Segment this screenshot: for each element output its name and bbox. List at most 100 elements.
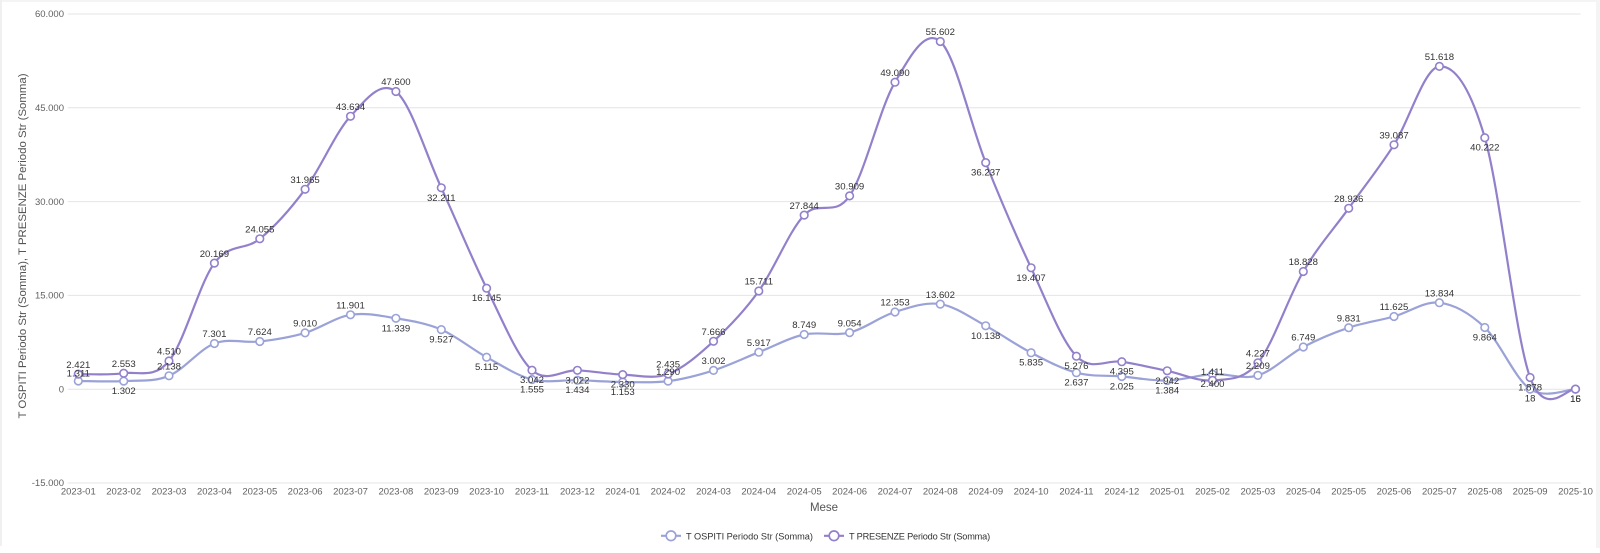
svg-text:2025-04: 2025-04 xyxy=(1286,487,1321,498)
svg-text:15: 15 xyxy=(1570,394,1581,405)
svg-text:2025-06: 2025-06 xyxy=(1377,487,1412,498)
svg-text:13.602: 13.602 xyxy=(926,290,955,301)
svg-text:13.834: 13.834 xyxy=(1425,288,1455,299)
svg-text:2.209: 2.209 xyxy=(1246,361,1270,372)
svg-text:1.302: 1.302 xyxy=(112,386,136,397)
svg-text:2025-03: 2025-03 xyxy=(1240,487,1275,498)
svg-text:24.055: 24.055 xyxy=(245,225,274,236)
svg-text:2024-08: 2024-08 xyxy=(923,487,958,498)
svg-text:1.411: 1.411 xyxy=(1201,367,1224,378)
svg-text:5.276: 5.276 xyxy=(1064,361,1088,372)
svg-text:2024-04: 2024-04 xyxy=(741,487,776,498)
svg-text:11.901: 11.901 xyxy=(336,301,365,312)
svg-text:49.090: 49.090 xyxy=(880,68,909,79)
svg-text:2.942: 2.942 xyxy=(1155,376,1179,387)
svg-text:2025-07: 2025-07 xyxy=(1422,487,1457,498)
svg-text:-15.000: -15.000 xyxy=(32,478,64,489)
svg-text:T PRESENZE Periodo Str (Somma): T PRESENZE Periodo Str (Somma) xyxy=(849,531,990,541)
svg-text:T OSPITI Periodo Str (Somma),: T OSPITI Periodo Str (Somma), T PRESENZE… xyxy=(17,73,29,418)
svg-text:5.917: 5.917 xyxy=(747,338,771,349)
svg-text:10.138: 10.138 xyxy=(971,331,1000,342)
svg-text:1.290: 1.290 xyxy=(656,367,680,378)
svg-text:2024-06: 2024-06 xyxy=(832,487,867,498)
svg-text:2025-08: 2025-08 xyxy=(1467,487,1502,498)
svg-text:1.153: 1.153 xyxy=(611,387,635,398)
svg-text:1.434: 1.434 xyxy=(565,385,590,396)
svg-text:2.553: 2.553 xyxy=(112,359,136,370)
svg-text:55.602: 55.602 xyxy=(926,27,955,38)
svg-text:3.022: 3.022 xyxy=(565,375,589,386)
svg-text:27.844: 27.844 xyxy=(790,201,820,212)
svg-text:2023-07: 2023-07 xyxy=(333,487,368,498)
svg-text:9.831: 9.831 xyxy=(1337,313,1361,324)
svg-text:45.000: 45.000 xyxy=(35,103,64,114)
svg-text:32.211: 32.211 xyxy=(427,193,456,204)
svg-text:9.010: 9.010 xyxy=(293,319,317,330)
svg-text:11.339: 11.339 xyxy=(382,323,411,334)
svg-text:2025-10: 2025-10 xyxy=(1558,487,1593,498)
svg-text:2023-12: 2023-12 xyxy=(560,487,595,498)
svg-text:2025-02: 2025-02 xyxy=(1195,487,1230,498)
svg-text:1.878: 1.878 xyxy=(1518,383,1542,394)
svg-text:30.000: 30.000 xyxy=(35,197,64,208)
svg-text:2023-05: 2023-05 xyxy=(242,487,277,498)
svg-text:2.421: 2.421 xyxy=(66,360,90,371)
svg-text:2.637: 2.637 xyxy=(1064,378,1088,389)
svg-text:2023-08: 2023-08 xyxy=(378,487,413,498)
svg-text:2.330: 2.330 xyxy=(611,380,635,391)
svg-text:2025-01: 2025-01 xyxy=(1150,487,1185,498)
svg-text:20.169: 20.169 xyxy=(200,249,229,260)
svg-text:4.227: 4.227 xyxy=(1246,349,1270,360)
svg-text:1.311: 1.311 xyxy=(67,369,90,380)
svg-text:19.407: 19.407 xyxy=(1016,273,1045,284)
svg-text:7.301: 7.301 xyxy=(202,329,226,340)
svg-text:2024-02: 2024-02 xyxy=(651,487,686,498)
svg-text:3.042: 3.042 xyxy=(520,375,544,386)
svg-text:2025-09: 2025-09 xyxy=(1513,487,1548,498)
svg-text:2023-01: 2023-01 xyxy=(61,487,96,498)
svg-text:2024-12: 2024-12 xyxy=(1104,487,1139,498)
svg-text:2024-01: 2024-01 xyxy=(605,487,640,498)
svg-text:15.711: 15.711 xyxy=(744,277,773,288)
svg-text:2024-10: 2024-10 xyxy=(1014,487,1049,498)
svg-text:28.936: 28.936 xyxy=(1334,194,1363,205)
svg-text:8.749: 8.749 xyxy=(792,320,816,331)
svg-text:2024-07: 2024-07 xyxy=(878,487,913,498)
svg-text:T OSPITI Periodo Str (Somma): T OSPITI Periodo Str (Somma) xyxy=(686,531,813,541)
svg-text:7.666: 7.666 xyxy=(701,327,725,338)
svg-text:11.625: 11.625 xyxy=(1380,302,1409,313)
svg-text:2023-04: 2023-04 xyxy=(197,487,232,498)
svg-text:2.025: 2.025 xyxy=(1110,382,1134,393)
svg-text:1.555: 1.555 xyxy=(520,385,544,396)
svg-text:2024-09: 2024-09 xyxy=(968,487,1003,498)
svg-text:2023-06: 2023-06 xyxy=(288,487,323,498)
svg-text:60.000: 60.000 xyxy=(35,9,64,20)
svg-text:43.634: 43.634 xyxy=(336,102,366,113)
svg-text:16: 16 xyxy=(1570,394,1581,405)
svg-text:2024-05: 2024-05 xyxy=(787,487,822,498)
svg-text:30.909: 30.909 xyxy=(835,182,864,193)
svg-text:18: 18 xyxy=(1525,393,1536,404)
svg-text:9.864: 9.864 xyxy=(1473,333,1498,344)
svg-text:2023-10: 2023-10 xyxy=(469,487,504,498)
svg-text:0: 0 xyxy=(59,384,64,395)
svg-text:2.400: 2.400 xyxy=(1200,379,1224,390)
svg-text:4.395: 4.395 xyxy=(1110,367,1134,378)
svg-text:9.054: 9.054 xyxy=(838,318,863,329)
svg-text:40.222: 40.222 xyxy=(1470,143,1499,154)
svg-text:5.835: 5.835 xyxy=(1019,358,1043,369)
svg-text:2023-02: 2023-02 xyxy=(106,487,141,498)
svg-text:2.435: 2.435 xyxy=(656,360,680,371)
svg-text:7.624: 7.624 xyxy=(248,327,273,338)
svg-text:16.145: 16.145 xyxy=(472,293,501,304)
svg-text:31.965: 31.965 xyxy=(290,175,319,186)
svg-text:5.115: 5.115 xyxy=(475,362,498,373)
svg-text:18.828: 18.828 xyxy=(1289,257,1318,268)
svg-text:2024-11: 2024-11 xyxy=(1059,487,1093,498)
svg-text:2024-03: 2024-03 xyxy=(696,487,731,498)
svg-text:2023-03: 2023-03 xyxy=(152,487,187,498)
svg-text:12.353: 12.353 xyxy=(880,298,909,309)
svg-text:2023-11: 2023-11 xyxy=(515,487,549,498)
svg-text:15.000: 15.000 xyxy=(35,291,64,302)
svg-text:47.600: 47.600 xyxy=(381,77,410,88)
